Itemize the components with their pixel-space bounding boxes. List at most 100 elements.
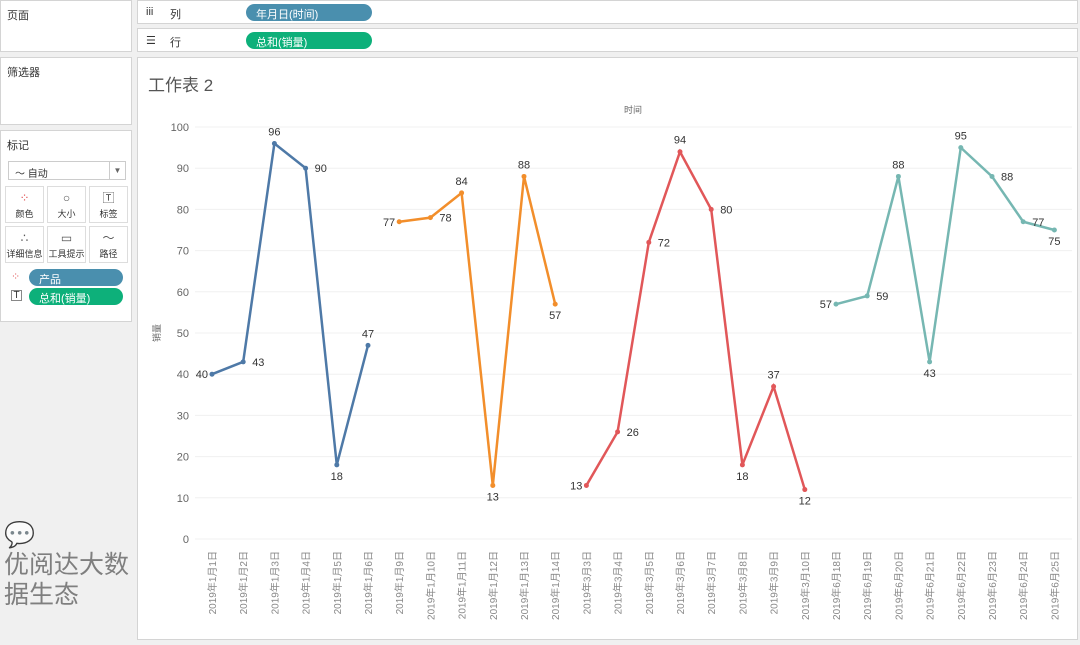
detail-label: 详细信息 — [6, 249, 43, 259]
data-label: 37 — [767, 370, 779, 382]
data-label: 80 — [720, 204, 732, 216]
data-point — [708, 206, 714, 212]
data-point — [802, 487, 808, 493]
line-icon: 〜 — [15, 169, 28, 180]
data-point — [490, 482, 496, 488]
worksheet: 工作表 2 — [137, 57, 1078, 640]
color-label: 颜色 — [15, 209, 34, 219]
data-point — [958, 145, 964, 151]
size-icon: ○ — [62, 191, 71, 205]
x-tick-label: 2019年6月24日 — [1017, 551, 1030, 620]
data-point — [1020, 219, 1026, 225]
x-tick-label: 2019年3月4日 — [612, 551, 625, 614]
x-tick-label: 2019年3月6日 — [674, 551, 687, 614]
detail-button[interactable]: ∴ 详细信息 — [5, 226, 44, 263]
data-point — [646, 239, 652, 245]
data-point — [271, 140, 277, 146]
mark-type-value: 自动 — [27, 169, 48, 180]
rows-pill[interactable]: 总和(销量) — [246, 32, 372, 49]
label-label: 标签 — [99, 209, 118, 219]
columns-icon: iii — [146, 6, 154, 18]
series-line-4 — [835, 145, 1055, 363]
data-label: 90 — [315, 163, 327, 175]
color-icon: ⁘ — [11, 271, 21, 283]
path-label: 路径 — [99, 249, 118, 259]
data-point — [521, 173, 527, 179]
x-tick-label: 2019年3月3日 — [580, 551, 593, 614]
data-label: 13 — [487, 491, 499, 503]
color-field-pill[interactable]: 产品 — [29, 269, 123, 286]
data-point — [240, 359, 246, 365]
sheet-title: 工作表 2 — [148, 76, 214, 95]
size-button[interactable]: ○ 大小 — [47, 186, 86, 223]
data-point — [1051, 227, 1057, 233]
data-point — [833, 301, 839, 307]
x-tick-label: 2019年3月8日 — [736, 551, 749, 614]
filters-panel[interactable]: 筛选器 — [0, 57, 132, 125]
watermark: 💬 优阅达大数据生态 — [4, 520, 132, 610]
pages-panel[interactable]: 页面 — [0, 0, 132, 52]
text-icon: T — [11, 290, 22, 301]
color-icon: ⁘ — [19, 191, 30, 205]
marks-panel: 标记 〜 自动 ▼ ⁘ 颜色 ○ 大小 🅃 标签 ∴ 详细信息 ▭ 工具提示 〜路径 ⁘ 产… — [0, 130, 132, 322]
data-point — [771, 384, 777, 390]
x-tick-label: 2019年1月4日 — [300, 551, 313, 614]
data-label: 72 — [658, 237, 670, 249]
y-tick-label: 80 — [177, 204, 189, 216]
x-tick-label: 2019年6月18日 — [830, 551, 843, 620]
series-line-3 — [585, 148, 806, 490]
rows-label: 行 — [170, 37, 181, 49]
x-tick-label: 2019年3月10日 — [799, 551, 812, 620]
chevron-down-icon: ▼ — [109, 162, 125, 179]
y-tick-label: 20 — [177, 452, 189, 464]
data-point — [989, 173, 995, 179]
data-label: 13 — [570, 480, 582, 492]
data-label: 96 — [268, 126, 280, 138]
label-field-pill[interactable]: 总和(销量) — [29, 288, 123, 305]
data-label: 26 — [627, 427, 639, 439]
columns-pill[interactable]: 年月日(时间) — [246, 4, 372, 21]
size-label: 大小 — [57, 209, 76, 219]
data-point — [927, 359, 933, 365]
label-button[interactable]: 🅃 标签 — [89, 186, 128, 223]
x-tick-label: 2019年3月5日 — [643, 551, 656, 614]
data-label: 88 — [1001, 171, 1013, 183]
watermark-text: 优阅达大数据生态 — [4, 551, 130, 609]
chart-title: 时间 — [624, 104, 642, 115]
rows-shelf[interactable]: ☰ 行 总和(销量) — [137, 28, 1078, 52]
y-axis-label: 销量 — [151, 324, 162, 342]
x-tick-label: 2019年6月22日 — [955, 551, 968, 620]
data-point — [427, 215, 433, 221]
y-tick-label: 70 — [177, 246, 189, 258]
x-tick-label: 2019年6月19日 — [861, 551, 874, 620]
tooltip-button[interactable]: ▭ 工具提示 — [47, 226, 86, 263]
data-point — [583, 482, 589, 488]
data-label: 18 — [331, 471, 343, 483]
x-tick-label: 2019年1月11日 — [456, 551, 469, 619]
mark-type-dropdown[interactable]: 〜 自动 ▼ — [8, 161, 126, 180]
y-tick-label: 10 — [177, 493, 189, 505]
x-tick-label: 2019年1月2日 — [237, 551, 250, 614]
color-button[interactable]: ⁘ 颜色 — [5, 186, 44, 223]
x-tick-label: 2019年6月21日 — [924, 551, 937, 620]
data-label: 47 — [362, 328, 374, 340]
y-tick-label: 100 — [171, 122, 189, 134]
data-label: 95 — [955, 131, 967, 143]
x-tick-label: 2019年6月25日 — [1048, 551, 1061, 620]
x-tick-label: 2019年1月6日 — [362, 551, 375, 614]
columns-label: 列 — [170, 9, 181, 21]
data-point — [334, 462, 340, 468]
path-button[interactable]: 〜路径 — [89, 226, 128, 263]
y-tick-label: 0 — [183, 534, 189, 546]
columns-shelf[interactable]: iii 列 年月日(时间) — [137, 0, 1078, 24]
data-point — [615, 429, 621, 435]
x-tick-label: 2019年1月5日 — [331, 551, 344, 614]
data-label: 77 — [383, 217, 395, 229]
x-tick-label: 2019年1月12日 — [487, 551, 500, 620]
filters-title: 筛选器 — [7, 67, 40, 79]
y-tick-label: 50 — [177, 328, 189, 340]
x-tick-label: 2019年3月9日 — [768, 551, 781, 614]
series-line-2 — [399, 176, 557, 486]
wechat-icon: 💬 — [4, 521, 36, 549]
data-point — [895, 173, 901, 179]
